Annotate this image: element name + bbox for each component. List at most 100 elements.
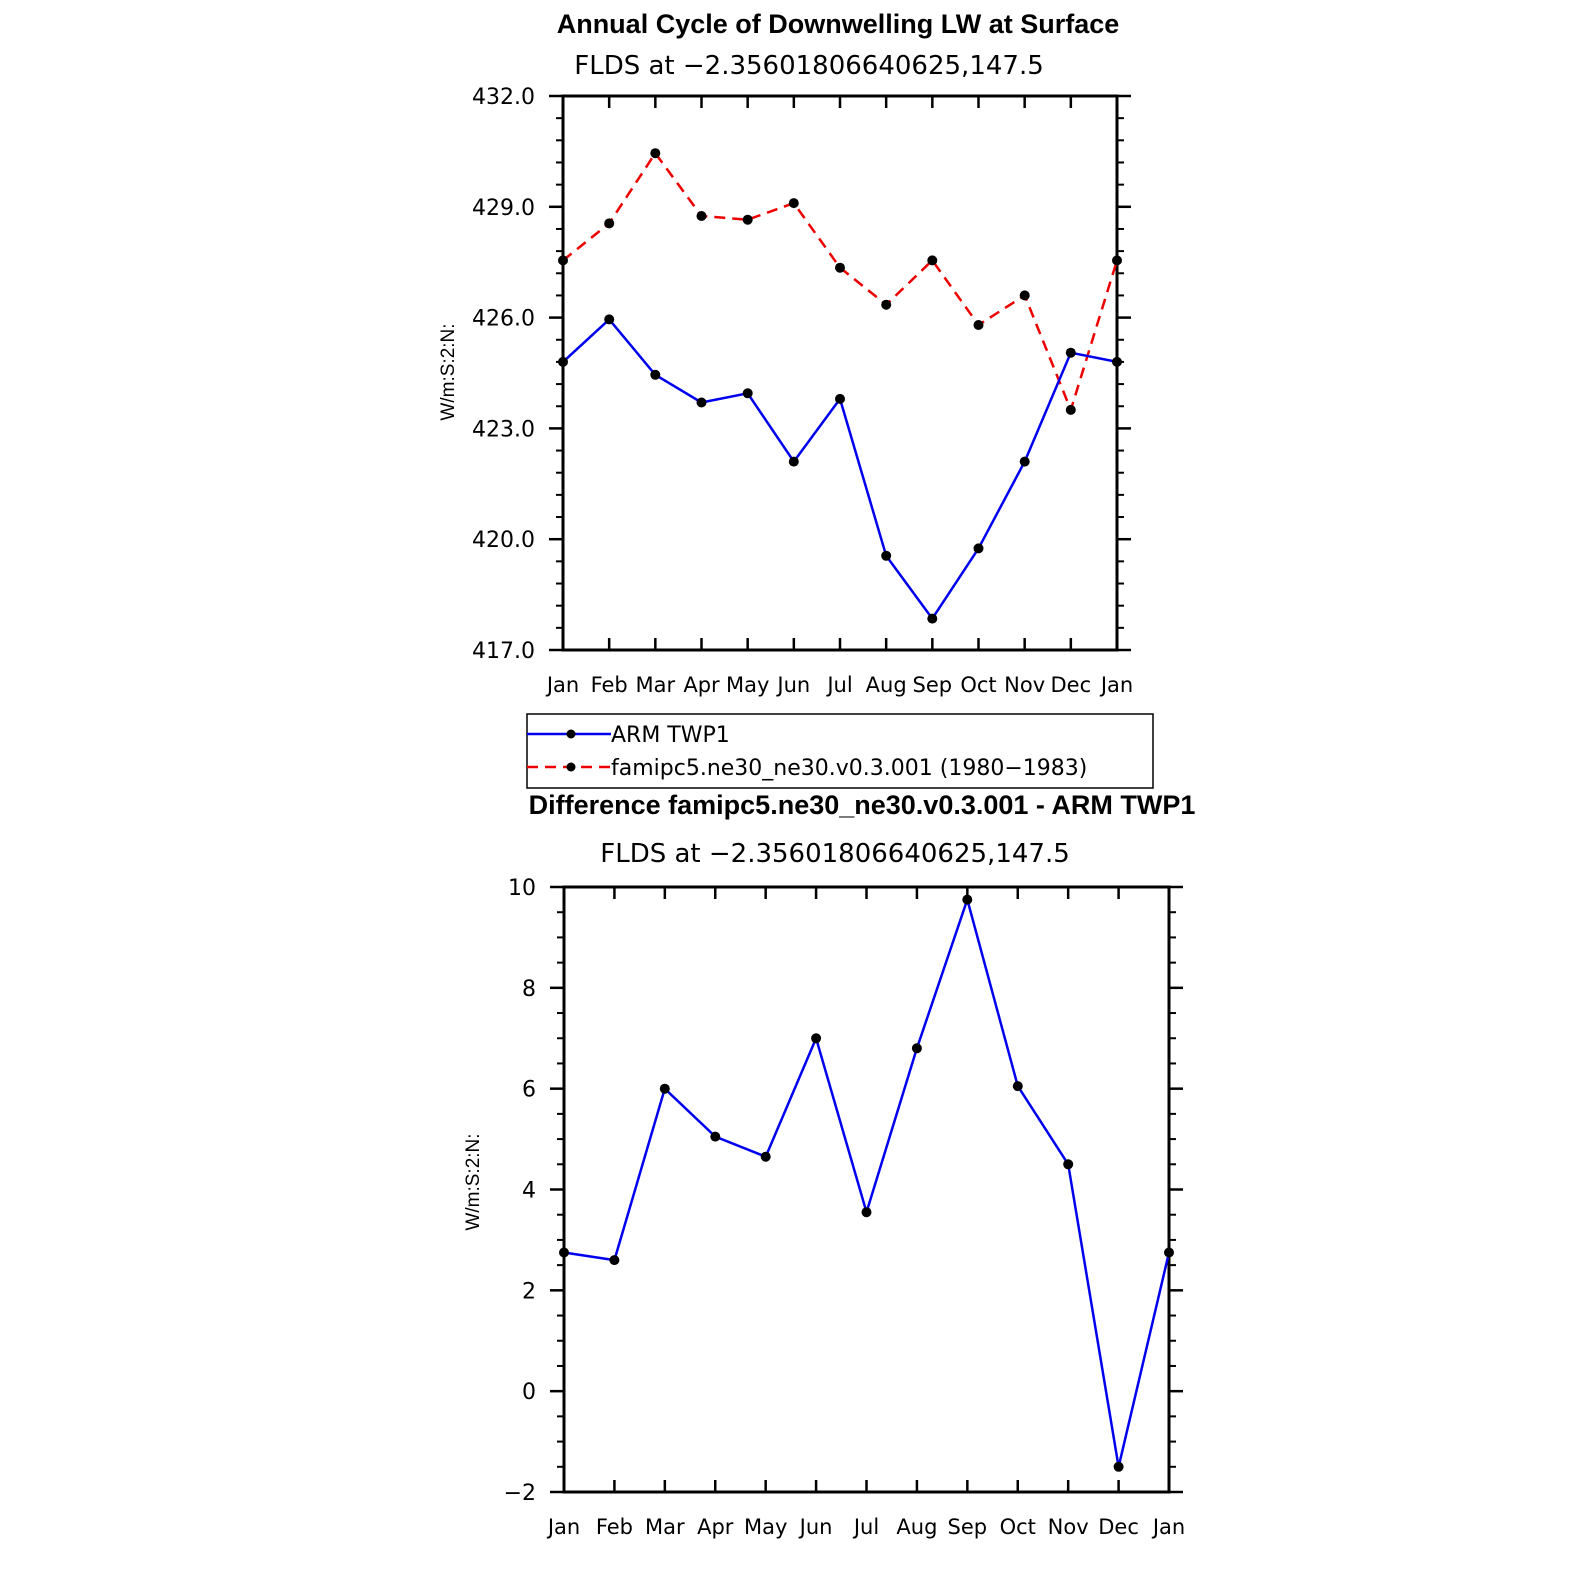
y-axis-label: W/m:S:2:N: (438, 323, 459, 420)
data-point-famipc5-ne30-ne30-v0-3-001-1980-1983 (1019, 290, 1030, 301)
x-tick-label: Jun (775, 673, 810, 697)
series-layer (559, 894, 1174, 1472)
x-tick-label: Feb (591, 673, 628, 697)
data-point-series (1164, 1247, 1174, 1258)
y-tick-label: 2 (522, 1279, 536, 1304)
data-point-famipc5-ne30-ne30-v0-3-001-1980-1983 (558, 255, 568, 266)
series-layer (558, 148, 1122, 624)
x-tick-label: Nov (1004, 673, 1045, 697)
legend: ARM TWP1 famipc5.ne30_ne30.v0.3.001 (198… (526, 713, 1154, 789)
series-line-series (563, 898, 1171, 1469)
data-point-famipc5-ne30-ne30-v0-3-001-1980-1983 (604, 218, 615, 229)
data-point-famipc5-ne30-ne30-v0-3-001-1980-1983 (881, 299, 892, 310)
x-tick-label: Nov (1048, 1515, 1089, 1539)
data-point-series (659, 1083, 670, 1094)
data-point-series (911, 1043, 922, 1054)
x-tick-labels: Jan Feb Mar Apr May Jun Jul Aug Sep Oct Nov Dec Jan (545, 673, 1133, 697)
data-point-famipc5-ne30-ne30-v0-3-001-1980-1983 (1065, 404, 1076, 415)
data-point-arm-twp1 (1065, 347, 1076, 358)
y-tick-label: 0 (522, 1380, 536, 1405)
data-point-series (1012, 1081, 1023, 1092)
y-tick-label: 4 (522, 1179, 536, 1204)
x-tick-label: Sep (948, 1515, 988, 1539)
data-point-series (861, 1207, 872, 1218)
series-line-famipc5-ne30-ne30-v0-3-001-1980-1983 (562, 151, 1119, 412)
x-tick-label: Jan (545, 673, 579, 697)
data-point-famipc5-ne30-ne30-v0-3-001-1980-1983 (835, 262, 845, 273)
data-point-series (1113, 1461, 1124, 1472)
data-point-series (811, 1033, 822, 1044)
y-tick-label: 8 (522, 977, 536, 1002)
data-point-arm-twp1 (650, 369, 661, 380)
y-tick-label: −2 (504, 1481, 536, 1506)
data-point-series (559, 1247, 569, 1258)
legend-marker-arm-twp1 (566, 729, 576, 739)
data-point-series (760, 1151, 771, 1162)
y-tick-label: 432.0 (472, 85, 535, 110)
legend-marker-famipc5 (566, 762, 576, 772)
x-tick-label: Jan (546, 1515, 580, 1539)
axis-ticks (550, 885, 1183, 1494)
plot-frame (561, 94, 1119, 652)
axis-ticks (549, 94, 1131, 652)
y-tick-label: 420.0 (472, 528, 535, 553)
y-tick-label: 10 (508, 876, 536, 901)
data-point-famipc5-ne30-ne30-v0-3-001-1980-1983 (742, 214, 753, 225)
y-tick-labels: −2 0 2 4 6 8 10 (504, 876, 536, 1506)
x-tick-label: Mar (636, 673, 676, 697)
data-point-arm-twp1 (558, 356, 568, 367)
data-point-famipc5-ne30-ne30-v0-3-001-1980-1983 (927, 255, 938, 266)
data-point-arm-twp1 (742, 388, 753, 399)
x-tick-label: Mar (645, 1515, 685, 1539)
series-line-arm-twp1 (562, 318, 1118, 620)
data-point-arm-twp1 (927, 613, 938, 624)
data-point-arm-twp1 (1019, 456, 1030, 467)
difference-chart: Difference famipc5.ne30_ne30.v0.3.001 - … (463, 790, 1195, 1539)
plot-frame (562, 885, 1171, 1494)
x-tick-label: Jan (1099, 673, 1133, 697)
x-tick-label: Feb (596, 1515, 633, 1539)
x-tick-label: Aug (896, 1515, 937, 1539)
data-point-arm-twp1 (788, 456, 799, 467)
x-tick-label: May (744, 1515, 787, 1539)
chart-subtitle: FLDS at −2.35601806640625,147.5 (574, 51, 1044, 81)
x-tick-labels: Jan Feb Mar Apr May Jun Jul Aug Sep Oct Nov Dec Jan (546, 1515, 1185, 1539)
data-point-series (609, 1255, 620, 1266)
x-tick-label: Dec (1098, 1515, 1139, 1539)
data-point-famipc5-ne30-ne30-v0-3-001-1980-1983 (1112, 255, 1122, 266)
data-point-series (962, 894, 973, 905)
data-point-series (1063, 1159, 1074, 1170)
legend-box (526, 713, 1154, 789)
annual-cycle-chart: Annual Cycle of Downwelling LW at Surfac… (438, 9, 1133, 697)
data-point-arm-twp1 (604, 314, 615, 325)
x-tick-label: Apr (683, 673, 720, 697)
data-point-famipc5-ne30-ne30-v0-3-001-1980-1983 (788, 198, 799, 209)
x-tick-label: Jul (825, 673, 852, 697)
x-tick-label: Jul (852, 1515, 879, 1539)
legend-label-famipc5: famipc5.ne30_ne30.v0.3.001 (1980−1983) (611, 756, 1087, 781)
y-axis-label: W/m:S:2:N: (463, 1133, 484, 1230)
data-point-arm-twp1 (973, 543, 984, 554)
chart-title: Annual Cycle of Downwelling LW at Surfac… (557, 9, 1120, 39)
data-point-famipc5-ne30-ne30-v0-3-001-1980-1983 (973, 320, 984, 330)
data-point-famipc5-ne30-ne30-v0-3-001-1980-1983 (650, 148, 661, 159)
y-tick-label: 429.0 (472, 196, 535, 221)
x-tick-label: Aug (866, 673, 907, 697)
data-point-series (710, 1131, 721, 1142)
y-tick-label: 423.0 (472, 417, 535, 442)
x-tick-label: Dec (1051, 673, 1092, 697)
y-tick-label: 417.0 (472, 639, 535, 664)
chart-subtitle: FLDS at −2.35601806640625,147.5 (600, 839, 1070, 869)
x-tick-label: Apr (697, 1515, 734, 1539)
data-point-arm-twp1 (881, 550, 892, 561)
x-tick-label: Oct (960, 673, 996, 697)
x-tick-label: Sep (913, 673, 953, 697)
data-point-famipc5-ne30-ne30-v0-3-001-1980-1983 (696, 211, 707, 221)
y-tick-label: 6 (522, 1078, 536, 1103)
legend-label-arm-twp1: ARM TWP1 (611, 723, 730, 748)
data-point-arm-twp1 (696, 397, 707, 408)
y-tick-labels: 417.0 420.0 423.0 426.0 429.0 432.0 (472, 85, 535, 664)
x-tick-label: Jan (1151, 1515, 1185, 1539)
x-tick-label: Jun (798, 1515, 833, 1539)
